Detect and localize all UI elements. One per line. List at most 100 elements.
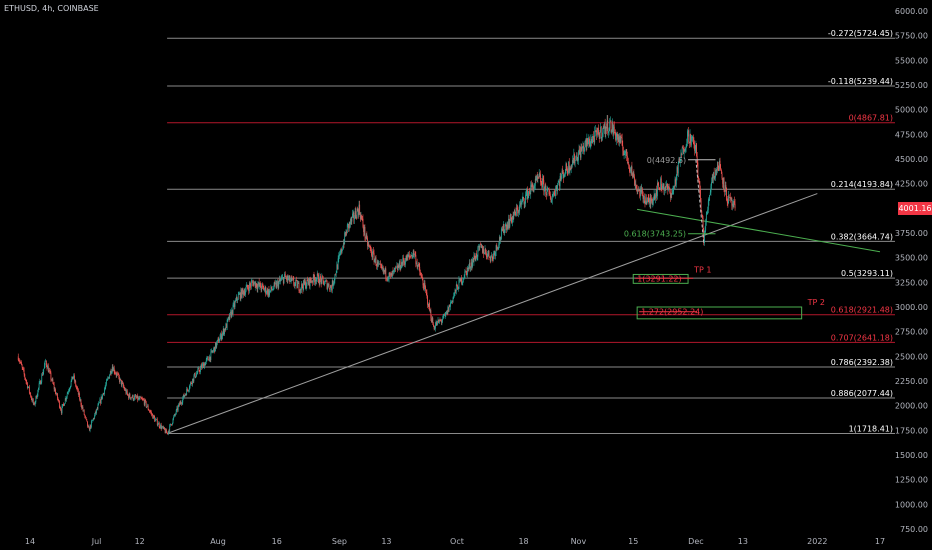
candle-body: [226, 323, 227, 328]
candle-body: [398, 265, 400, 268]
candle-body: [191, 383, 193, 385]
candle-body: [375, 257, 377, 266]
candle-body: [293, 279, 295, 285]
candle-body: [564, 173, 566, 175]
candle-body: [585, 140, 587, 147]
candle-body: [604, 123, 606, 135]
candle-body: [534, 178, 536, 186]
candle-body: [459, 278, 460, 280]
candle-body: [679, 160, 681, 162]
candle-body: [149, 411, 151, 412]
y-tick-label: 5750.00: [895, 32, 928, 41]
candle-body: [169, 425, 171, 432]
candle-body: [701, 211, 703, 215]
candle-body: [454, 289, 456, 293]
candle-body: [605, 127, 607, 135]
candle-body: [308, 277, 310, 284]
y-tick-label: 4500.00: [895, 155, 928, 164]
candle-body: [40, 381, 42, 385]
candle-body: [391, 271, 393, 277]
candle-body: [351, 217, 353, 222]
candle-body: [419, 266, 421, 273]
candle-body: [537, 177, 539, 179]
candle-body: [686, 143, 688, 147]
candle-body: [430, 310, 432, 319]
candle-body: [502, 229, 504, 232]
candle-body: [166, 432, 168, 434]
candle-body: [218, 340, 220, 343]
candle-body: [250, 285, 252, 287]
candle-body: [65, 398, 67, 400]
y-tick-label: 2250.00: [895, 377, 928, 386]
candle-body: [355, 211, 357, 218]
candle-body: [248, 283, 250, 292]
candle-body: [132, 395, 134, 400]
candle-body: [442, 314, 444, 319]
candle-body: [426, 292, 428, 296]
candle-body: [568, 161, 570, 172]
candle-body: [324, 283, 325, 286]
candle-body: [535, 178, 537, 181]
candle-body: [366, 234, 368, 239]
candle-body: [549, 194, 551, 200]
candle-body: [581, 147, 583, 151]
candle-body: [489, 257, 491, 262]
candle-body: [183, 394, 184, 398]
candle-body: [273, 288, 274, 290]
candle-body: [594, 130, 596, 131]
candle-body: [350, 218, 352, 222]
candle-body: [548, 188, 550, 195]
candle-body: [616, 133, 618, 137]
candle-body: [116, 373, 118, 376]
candle-body: [273, 282, 275, 289]
candle-body: [533, 186, 535, 192]
candle-body: [224, 328, 226, 331]
candle-body: [141, 398, 143, 400]
candle-body: [287, 275, 289, 280]
candle-body: [33, 403, 35, 404]
candle-body: [302, 287, 304, 290]
candle-body: [229, 312, 231, 320]
candle-body: [194, 373, 196, 378]
candle-body: [92, 418, 94, 420]
candle-body: [413, 250, 415, 256]
candle-body: [607, 120, 609, 134]
candle-body: [199, 367, 201, 372]
candle-body: [591, 138, 593, 143]
candle-body: [225, 323, 227, 331]
candle-body: [50, 372, 52, 380]
candle-body: [272, 289, 274, 291]
candle-body: [600, 126, 601, 133]
x-tick-label: 14: [25, 537, 35, 546]
candle-body: [260, 287, 262, 290]
candle-body: [36, 395, 38, 399]
candle-body: [495, 251, 496, 257]
candle-body: [28, 386, 30, 388]
candle-body: [724, 185, 726, 192]
candle-body: [406, 255, 408, 261]
candle-body: [219, 337, 221, 341]
candle-body: [89, 428, 90, 431]
candle-body: [521, 201, 522, 205]
candle-body: [523, 197, 524, 199]
candle-body: [444, 314, 445, 316]
candle-body: [235, 296, 237, 301]
candle-body: [528, 191, 530, 194]
candle-body: [382, 266, 383, 269]
candle-body: [161, 427, 163, 429]
candle-body: [421, 276, 423, 281]
candle-body: [152, 414, 154, 419]
candle-body: [286, 275, 288, 280]
candle-body: [329, 288, 331, 290]
candle-body: [155, 419, 157, 421]
candle-body: [508, 218, 510, 227]
candle-body: [529, 191, 530, 193]
candle-body: [236, 296, 238, 300]
candle-body: [104, 389, 105, 395]
green-trendline: [637, 208, 881, 253]
candle-body: [608, 131, 609, 134]
candle-body: [125, 389, 127, 394]
candle-body: [720, 168, 722, 170]
candle-body: [438, 320, 440, 323]
